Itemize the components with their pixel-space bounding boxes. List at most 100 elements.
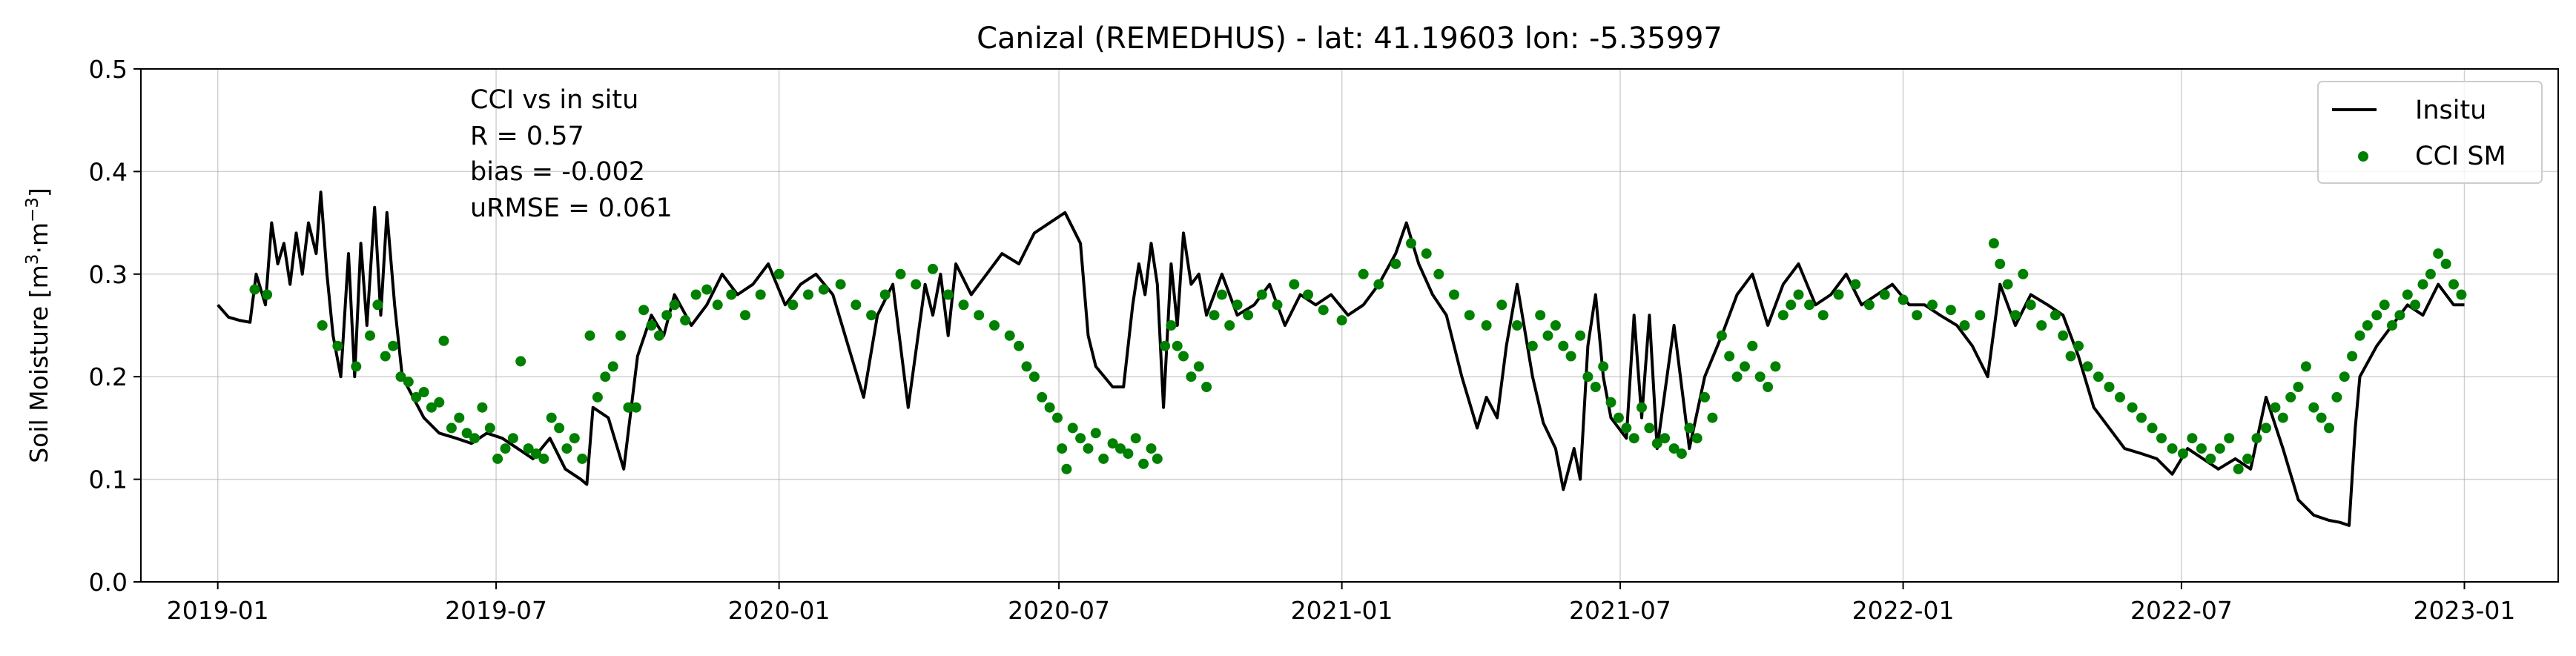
cci-sm-point	[1224, 320, 1235, 331]
annotation-line: CCI vs in situ	[470, 85, 638, 115]
cci-sm-point	[332, 340, 343, 351]
cci-sm-point	[484, 423, 495, 434]
cci-sm-point	[2167, 443, 2178, 454]
cci-sm-point	[1172, 340, 1183, 351]
cci-sm-point	[1373, 279, 1384, 290]
cci-sm-point	[1898, 294, 1909, 305]
cci-sm-point	[1152, 453, 1163, 464]
cci-sm-point	[2127, 402, 2138, 413]
cci-sm-point	[531, 448, 541, 459]
cci-sm-point	[1995, 259, 2006, 269]
cci-sm-point	[653, 330, 664, 341]
cci-sm-point	[630, 402, 641, 413]
cci-sm-point	[2456, 289, 2467, 300]
cci-sm-point	[680, 315, 691, 326]
cci-sm-point	[2136, 412, 2147, 423]
cci-sm-point	[1684, 423, 1695, 434]
x-tick-label: 2023-01	[2414, 596, 2516, 625]
cci-sm-point	[1193, 361, 1204, 372]
cci-sm-point	[1691, 433, 1703, 444]
y-axis: 0.0 0.1 0.2 0.3 0.4 0.5	[89, 55, 141, 597]
cci-sm-point	[469, 433, 480, 444]
cci-sm-point	[1707, 412, 1718, 423]
cci-sm-point	[1833, 289, 1844, 300]
cci-sm-point	[2065, 351, 2076, 362]
cci-sm-point	[515, 356, 526, 367]
cci-sm-point	[388, 340, 399, 351]
cci-sm-point	[1098, 453, 1109, 464]
cci-sm-point	[1318, 305, 1329, 316]
cci-sm-point	[1912, 310, 1923, 321]
cci-sm-point	[712, 299, 723, 311]
cci-sm-point	[2324, 423, 2334, 434]
cci-sm-point	[2093, 371, 2104, 382]
cci-sm-point	[1590, 382, 1601, 392]
cci-sm-point	[2115, 391, 2125, 402]
cci-sm-point	[1959, 320, 1970, 331]
cci-sm-point	[500, 443, 511, 454]
cci-sm-point	[2073, 340, 2084, 351]
cci-sm-point	[2270, 402, 2281, 413]
cci-sm-point	[1565, 351, 1576, 362]
cci-sm-point	[818, 284, 829, 295]
cci-sm-point	[372, 299, 383, 311]
cci-sm-point	[380, 351, 391, 362]
cci-sm-point	[1166, 320, 1177, 331]
cci-sm-point	[1130, 433, 1141, 444]
cci-sm-point	[851, 299, 862, 311]
y-axis-label: Soil Moisture [m3·m−3]	[23, 188, 53, 463]
legend-box	[2317, 81, 2543, 184]
annotation-line: R = 0.57	[470, 122, 584, 151]
cci-sm-point	[2433, 248, 2444, 259]
cci-sm-point	[1449, 289, 1459, 300]
cci-sm-point	[1582, 371, 1594, 382]
cci-sm-point	[1496, 299, 1507, 311]
cci-sm-point	[1272, 299, 1283, 311]
cci-sm-point	[1021, 361, 1032, 372]
cci-sm-point	[1061, 463, 1072, 474]
cci-sm-point	[1724, 351, 1735, 362]
cci-sm-point	[2196, 443, 2207, 454]
cci-sm-point	[1209, 310, 1220, 321]
cci-sm-point	[1763, 382, 1774, 392]
y-tick-label: 0.4	[89, 157, 128, 186]
y-tick-label: 0.1	[89, 466, 128, 494]
cci-sm-point	[1817, 310, 1829, 321]
cci-sm-point	[1777, 310, 1789, 321]
cci-sm-point	[1850, 279, 1861, 290]
cci-sm-point	[446, 423, 457, 434]
cci-sm-point	[1083, 443, 1094, 454]
y-axis-label-sup1: 3	[23, 254, 42, 265]
cci-sm-point	[317, 320, 328, 331]
cci-sm-point	[773, 268, 785, 279]
insitu-line	[217, 190, 2465, 527]
cci-sm-point	[1138, 458, 1149, 469]
cci-sm-point	[2440, 259, 2451, 269]
cci-sm-point	[1107, 438, 1118, 449]
x-axis: 2019-01 2019-07 2020-01 2020-07 2021-01 2021-…	[167, 582, 2516, 625]
y-tick-label: 0.2	[89, 362, 128, 391]
cci-sm-point	[1303, 289, 1313, 300]
legend-cci-swatch	[2358, 151, 2368, 162]
cci-sm-point	[2425, 268, 2436, 279]
cci-sm-point	[2050, 310, 2061, 321]
cci-sm-point	[454, 412, 465, 423]
cci-sm-point	[395, 371, 406, 382]
cci-sm-point	[2010, 310, 2021, 321]
cci-sm-point	[1256, 289, 1267, 300]
cci-sm-point	[365, 330, 375, 341]
cci-sm-point	[1421, 248, 1432, 259]
cci-sm-point	[438, 335, 449, 346]
y-axis-label-end: ]	[24, 188, 53, 197]
cci-sm-point	[2300, 361, 2311, 372]
cci-sm-point	[477, 402, 488, 413]
cci-sm-point	[1770, 361, 1781, 372]
cci-sm-point	[2316, 412, 2327, 423]
cci-sm-point	[646, 320, 657, 331]
cci-sm-point	[2387, 320, 2397, 331]
cci-sm-point	[974, 310, 985, 321]
cci-sm-point	[958, 299, 969, 311]
cci-sm-point	[615, 330, 626, 341]
cci-sm-point	[1115, 443, 1126, 454]
cci-sm-point	[2156, 433, 2167, 444]
